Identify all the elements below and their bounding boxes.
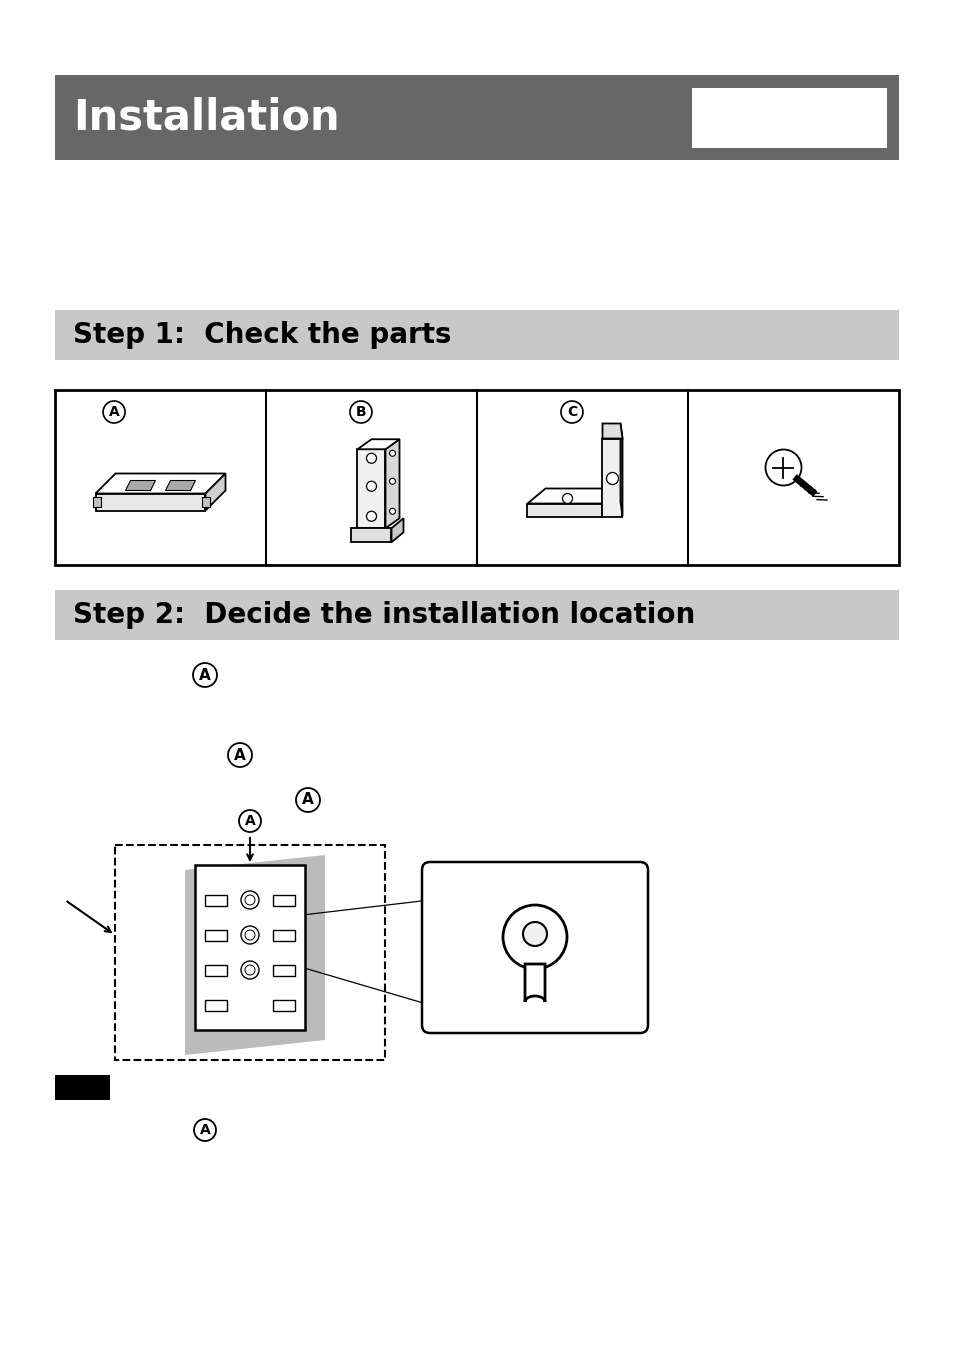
Text: B: B — [355, 406, 366, 419]
Polygon shape — [527, 488, 619, 503]
Circle shape — [389, 479, 395, 484]
Bar — [205, 965, 227, 976]
Polygon shape — [524, 964, 544, 1002]
Bar — [55, 74, 898, 160]
Bar — [55, 310, 898, 360]
Polygon shape — [527, 503, 602, 516]
Text: A: A — [302, 792, 314, 807]
Bar — [55, 1075, 110, 1101]
Polygon shape — [619, 423, 622, 516]
Bar — [202, 496, 211, 507]
Circle shape — [241, 891, 258, 909]
Bar — [273, 965, 294, 976]
Text: A: A — [233, 748, 246, 763]
Circle shape — [245, 965, 254, 975]
Circle shape — [562, 493, 572, 503]
Text: C: C — [566, 406, 577, 419]
Polygon shape — [95, 473, 225, 493]
FancyBboxPatch shape — [421, 863, 647, 1033]
Circle shape — [366, 481, 376, 491]
Circle shape — [241, 961, 258, 979]
Bar — [92, 496, 100, 507]
Bar — [205, 930, 227, 941]
Circle shape — [245, 930, 254, 940]
Polygon shape — [385, 439, 399, 529]
Circle shape — [502, 904, 566, 969]
Circle shape — [366, 453, 376, 464]
Circle shape — [389, 508, 395, 514]
Text: Installation: Installation — [73, 96, 339, 138]
Text: A: A — [199, 1124, 211, 1137]
Polygon shape — [391, 518, 403, 542]
Polygon shape — [357, 449, 385, 529]
Circle shape — [522, 922, 546, 946]
Bar — [273, 1000, 294, 1011]
Polygon shape — [185, 854, 325, 1055]
Bar — [205, 1000, 227, 1011]
Polygon shape — [602, 423, 622, 438]
Text: A: A — [199, 668, 211, 683]
Polygon shape — [205, 473, 225, 511]
Text: A: A — [244, 814, 255, 827]
Polygon shape — [126, 480, 155, 491]
Polygon shape — [165, 480, 195, 491]
Circle shape — [366, 511, 376, 522]
Text: A: A — [109, 406, 119, 419]
Text: Step 2:  Decide the installation location: Step 2: Decide the installation location — [73, 602, 695, 629]
Circle shape — [606, 472, 618, 484]
Bar — [205, 895, 227, 906]
Bar — [691, 88, 886, 147]
Circle shape — [245, 895, 254, 904]
Text: Step 1:  Check the parts: Step 1: Check the parts — [73, 320, 451, 349]
Bar — [55, 389, 898, 565]
Polygon shape — [351, 529, 391, 542]
Circle shape — [764, 449, 801, 485]
Circle shape — [389, 450, 395, 456]
Bar — [273, 895, 294, 906]
Polygon shape — [602, 438, 622, 516]
Polygon shape — [357, 439, 399, 449]
Bar — [194, 865, 305, 1030]
Circle shape — [241, 926, 258, 944]
Polygon shape — [95, 493, 205, 511]
Bar — [273, 930, 294, 941]
Bar — [55, 589, 898, 639]
Bar — [115, 845, 385, 1060]
